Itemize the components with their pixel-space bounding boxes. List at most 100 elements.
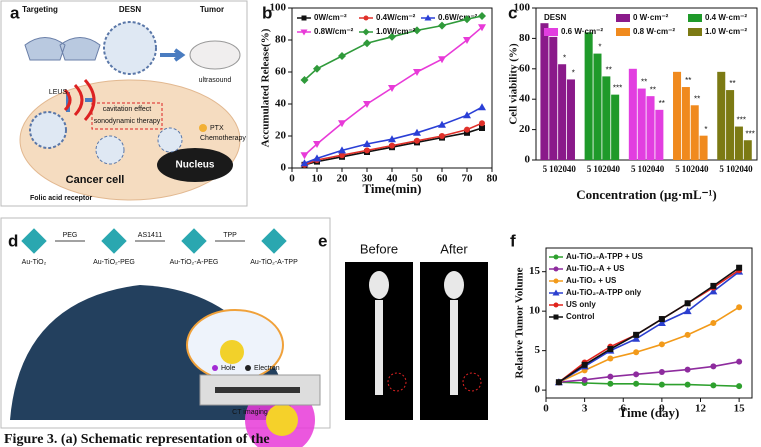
plot-frame bbox=[545, 247, 753, 399]
x-tick-label: 70 bbox=[462, 173, 474, 185]
marker bbox=[439, 133, 445, 139]
x-tick-label: 10 bbox=[549, 164, 559, 174]
marker bbox=[607, 380, 614, 387]
marker bbox=[464, 129, 470, 136]
marker bbox=[658, 341, 665, 348]
x-tick-label: 40 bbox=[699, 164, 709, 174]
legend-label: 0.8 W·cm⁻² bbox=[633, 27, 675, 36]
marker bbox=[710, 282, 717, 289]
marker bbox=[300, 159, 309, 167]
marker bbox=[633, 380, 640, 387]
legend-swatch bbox=[688, 28, 702, 36]
series-line bbox=[558, 267, 740, 383]
label: DESN bbox=[119, 5, 141, 14]
legend-swatch bbox=[688, 14, 702, 22]
tumor-circle bbox=[462, 372, 482, 392]
legend-title: DESN bbox=[544, 13, 566, 22]
x-tick-label: 6 bbox=[621, 403, 627, 415]
x-tick-label: 15 bbox=[734, 403, 746, 415]
marker bbox=[438, 21, 446, 30]
marker bbox=[658, 381, 665, 388]
marker bbox=[389, 142, 395, 149]
y-tick-label: 5 bbox=[535, 344, 541, 356]
label: Cancer cell bbox=[66, 174, 125, 186]
marker bbox=[684, 366, 691, 373]
bar bbox=[602, 76, 611, 160]
marker bbox=[388, 32, 396, 41]
x-tick-label: 40 bbox=[611, 164, 621, 174]
significance: ** bbox=[606, 66, 612, 75]
marker bbox=[363, 39, 371, 48]
marker bbox=[633, 349, 640, 356]
bar bbox=[743, 140, 752, 160]
legend-swatch bbox=[616, 28, 630, 36]
label: Before bbox=[360, 241, 398, 256]
legend-swatch bbox=[544, 28, 558, 36]
label: LEUS bbox=[49, 89, 68, 96]
tumor-circle bbox=[387, 372, 407, 392]
label: After bbox=[440, 241, 468, 256]
label: Chemotherapy bbox=[200, 135, 246, 142]
x-tick-label: 40 bbox=[387, 173, 399, 185]
series-line bbox=[558, 381, 740, 387]
legend-swatch bbox=[616, 14, 630, 22]
legend-marker bbox=[301, 15, 307, 21]
significance: ** bbox=[641, 78, 647, 87]
label: Hole bbox=[221, 365, 236, 372]
marker bbox=[414, 137, 420, 144]
marker bbox=[710, 320, 717, 326]
bar bbox=[566, 79, 575, 160]
y-axis-label: Accumulated Release(%) bbox=[260, 28, 272, 147]
x-tick-label: 0 bbox=[543, 403, 549, 415]
x-tick-label: 20 bbox=[691, 164, 701, 174]
arrow bbox=[160, 48, 186, 62]
marker bbox=[388, 85, 396, 92]
significance: * bbox=[704, 125, 707, 134]
label: ultrasound bbox=[199, 77, 232, 84]
marker bbox=[338, 52, 346, 60]
x-tick-label: 20 bbox=[602, 164, 612, 174]
legend-label: Control bbox=[566, 312, 594, 321]
y-tick-label: 40 bbox=[519, 93, 531, 105]
bar bbox=[655, 109, 664, 160]
significance: *** bbox=[737, 116, 746, 125]
y-axis-label: Cell viability (%) bbox=[508, 43, 520, 125]
marker bbox=[633, 371, 640, 378]
y-tick-label: 60 bbox=[275, 66, 287, 78]
bar bbox=[646, 96, 655, 160]
legend-marker bbox=[553, 314, 559, 320]
label: Electron bbox=[254, 365, 280, 372]
y-tick-label: 40 bbox=[275, 98, 287, 110]
label: PEG bbox=[63, 232, 78, 239]
marker bbox=[339, 152, 345, 159]
marker bbox=[684, 331, 691, 338]
x-tick-label: 30 bbox=[362, 173, 374, 185]
legend-label: 0W/cm⁻² bbox=[314, 13, 347, 22]
panel-label: f bbox=[510, 231, 516, 250]
significance: ** bbox=[694, 94, 700, 103]
legend-marker bbox=[553, 266, 559, 272]
therapy-box bbox=[91, 102, 163, 130]
series-line bbox=[558, 306, 740, 383]
y-tick-label: 60 bbox=[519, 62, 531, 74]
marker bbox=[313, 141, 321, 148]
label: CT imaging bbox=[232, 409, 268, 416]
legend-marker bbox=[553, 278, 559, 284]
marker bbox=[736, 264, 743, 271]
marker bbox=[363, 140, 371, 147]
y-tick-label: 0 bbox=[535, 384, 541, 396]
x-tick-label: 5 bbox=[719, 164, 724, 174]
label: Au-TiO₂ bbox=[22, 259, 47, 266]
bar bbox=[673, 71, 682, 160]
series-line bbox=[558, 271, 740, 383]
marker bbox=[479, 120, 485, 127]
nucleus-core bbox=[266, 404, 298, 436]
electron-dot bbox=[245, 365, 251, 371]
bar bbox=[628, 68, 637, 160]
bar bbox=[558, 64, 567, 160]
label: Au-TiO₂-A-PEG bbox=[170, 259, 219, 266]
marker bbox=[555, 379, 562, 386]
marker bbox=[478, 24, 486, 32]
legend-label: 1.0 W·cm⁻² bbox=[705, 27, 747, 36]
